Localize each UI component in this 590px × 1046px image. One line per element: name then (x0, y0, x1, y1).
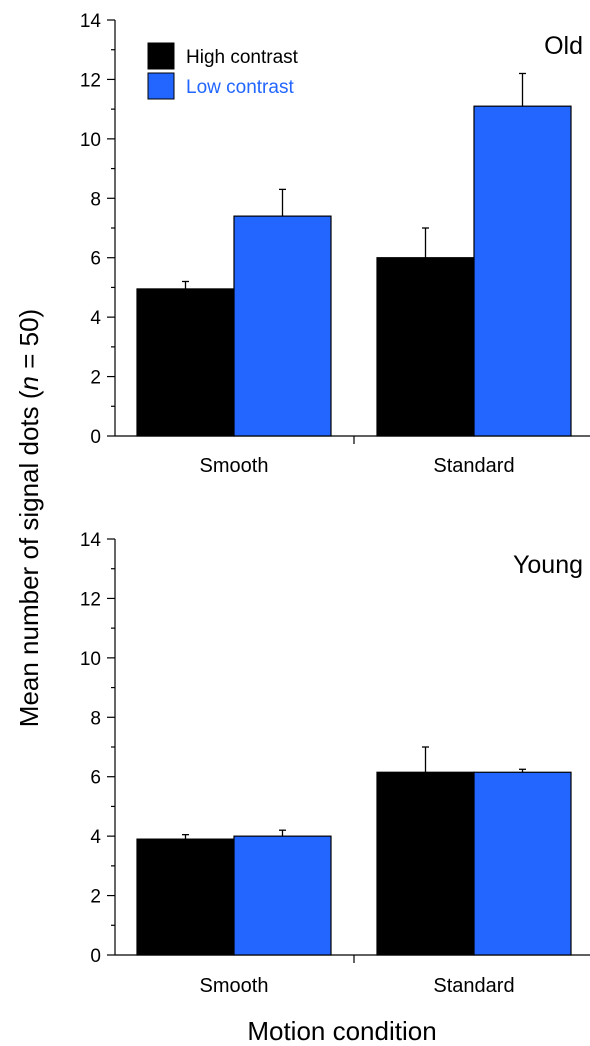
panel-old: 0 2 4 6 8 10 12 14 Smooth Standard Old High contras… (80, 11, 590, 477)
x-tick-label: Smooth (200, 455, 269, 477)
y-tick-label: 0 (90, 427, 101, 448)
legend-swatch (147, 42, 175, 70)
legend-swatch (147, 72, 175, 100)
x-tick-label: Standard (433, 975, 514, 997)
x-tick-label: Standard (433, 455, 514, 477)
y-tick-label: 2 (90, 887, 101, 908)
bar-smooth-low-contrast (233, 215, 332, 437)
bar-standard-high-contrast (376, 257, 475, 437)
panels-layer: 0 2 4 6 8 10 12 14 Smooth Standard Old High contras… (80, 11, 590, 997)
y-tick-label: 4 (90, 827, 101, 848)
y-tick-label: 10 (80, 649, 101, 670)
y-tick-label: 12 (80, 70, 101, 91)
panel-label: Young (513, 551, 583, 579)
legend-label: High contrast (186, 47, 299, 68)
legend-label: Low contrast (186, 77, 294, 98)
y-tick-label: 14 (80, 530, 102, 551)
bar-smooth-high-contrast (136, 838, 235, 956)
bar-standard-high-contrast (376, 771, 475, 956)
bar-standard-low-contrast (473, 105, 572, 437)
y-tick-label: 4 (90, 308, 101, 329)
panel-label: Old (544, 32, 583, 60)
y-tick-label: 2 (90, 368, 101, 389)
bar-smooth-low-contrast (233, 835, 332, 956)
x-axis-title: Motion condition (247, 1016, 436, 1046)
panel-young: 0 2 4 6 8 10 12 14 Smooth Standard Young (80, 530, 590, 997)
bar-smooth-high-contrast (136, 288, 235, 437)
bar-standard-low-contrast (473, 771, 572, 956)
y-tick-label: 10 (80, 130, 101, 151)
y-tick-label: 14 (80, 11, 102, 32)
y-tick-label: 8 (90, 189, 101, 210)
y-axis-title: Mean number of signal dots (n = 50) (14, 309, 44, 727)
y-tick-label: 8 (90, 708, 101, 729)
y-tick-label: 12 (80, 589, 101, 610)
legend: High contrast Low contrast (147, 42, 299, 100)
y-tick-label: 6 (90, 249, 101, 270)
y-tick-label: 6 (90, 768, 101, 789)
y-tick-label: 0 (90, 946, 101, 967)
x-tick-label: Smooth (200, 975, 269, 997)
